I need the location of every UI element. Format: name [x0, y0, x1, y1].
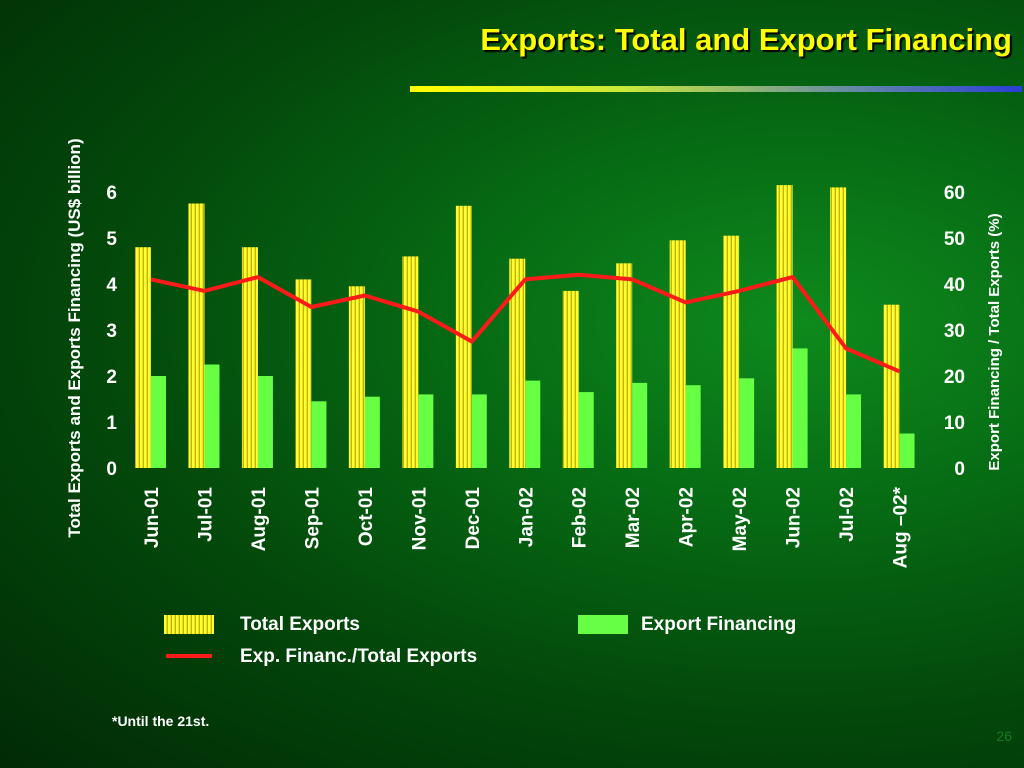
x-tick-label: Jul-02	[837, 487, 858, 542]
bar-export-financing	[151, 376, 166, 468]
bar-export-financing	[899, 433, 915, 468]
y2-axis-label: Export Financing / Total Exports (%)	[986, 213, 1003, 470]
bar-total-exports	[135, 247, 151, 468]
footnote: *Until the 21st.	[112, 713, 210, 729]
x-tick-label: Aug-01	[249, 487, 270, 552]
bar-total-exports	[402, 256, 419, 468]
bar-export-financing	[525, 380, 541, 468]
x-tick-label: Jun-02	[784, 487, 805, 548]
y-tick-label: 2	[106, 367, 117, 388]
x-tick-label: Dec-01	[463, 487, 484, 550]
y-tick-label: 0	[106, 459, 117, 480]
bar-export-financing	[364, 396, 380, 468]
y-tick-label: 6	[106, 183, 117, 204]
bar-export-financing	[578, 392, 594, 468]
bar-export-financing	[471, 394, 487, 468]
bar-total-exports	[830, 187, 847, 468]
page-number: 26	[996, 728, 1012, 744]
bar-total-exports	[776, 185, 793, 468]
x-axis-ticks: Jun-01 Jul-01 Aug-01 Sep-01 Oct-01 Nov-01 Dec-…	[142, 486, 912, 568]
y-tick-label: 1	[106, 413, 117, 434]
y2-tick-label: 40	[944, 275, 965, 296]
bar-export-financing	[632, 382, 648, 468]
bar-total-exports	[723, 235, 740, 468]
y2-tick-label: 50	[944, 229, 965, 250]
bar-total-exports	[348, 286, 365, 468]
x-tick-label: Nov-01	[409, 487, 430, 551]
x-tick-label: Feb-02	[570, 487, 591, 548]
bar-series	[135, 185, 915, 469]
bar-export-financing	[846, 394, 862, 468]
bar-export-financing	[792, 348, 808, 468]
y2-tick-label: 10	[944, 413, 965, 434]
x-tick-label: Jan-02	[516, 487, 537, 547]
bar-total-exports	[616, 263, 633, 468]
legend-swatch-total-exports	[164, 615, 214, 634]
bar-total-exports	[883, 304, 900, 468]
x-tick-label: Jun-01	[142, 487, 163, 549]
ratio-line	[150, 272, 901, 374]
bar-total-exports	[188, 203, 205, 468]
bar-export-financing	[257, 376, 273, 468]
y-axis-label: Total Exports and Exports Financing (US$…	[65, 138, 84, 537]
bar-export-financing	[204, 364, 220, 468]
y2-tick-label: 60	[944, 183, 965, 204]
y-axis-ticks: 0 1 2 3 4 5 6	[106, 183, 117, 480]
legend-label-ratio-line: Exp. Financ./Total Exports	[240, 646, 477, 667]
line-series	[150, 272, 901, 374]
x-tick-label: Aug –02*	[891, 486, 912, 568]
x-tick-label: May-02	[730, 487, 751, 551]
x-tick-label: Jul-01	[195, 487, 216, 542]
slide-title: Exports: Total and Export Financing	[480, 22, 1012, 57]
bar-export-financing	[739, 378, 755, 468]
y2-tick-label: 30	[944, 321, 965, 342]
bar-export-financing	[311, 401, 327, 468]
y-tick-label: 4	[106, 275, 117, 296]
bar-export-financing	[685, 385, 701, 468]
bar-total-exports	[509, 258, 526, 468]
bar-total-exports	[562, 290, 579, 468]
x-tick-label: Sep-01	[302, 487, 323, 550]
y2-axis-ticks: 0 10 20 30 40 50 60	[944, 183, 965, 480]
x-tick-label: Mar-02	[623, 487, 644, 548]
x-tick-label: Apr-02	[677, 487, 698, 547]
legend-label-total-exports: Total Exports	[240, 614, 360, 635]
x-tick-label: Oct-01	[356, 487, 377, 547]
y2-tick-label: 20	[944, 367, 965, 388]
bar-total-exports	[241, 247, 258, 468]
y2-tick-label: 0	[954, 459, 965, 480]
y-tick-label: 5	[106, 229, 117, 250]
legend-swatch-export-financing	[578, 615, 628, 634]
bar-total-exports	[295, 279, 312, 468]
legend: Total Exports Export Financing Exp. Fina…	[164, 614, 796, 667]
legend-label-export-financing: Export Financing	[641, 614, 796, 635]
bar-total-exports	[669, 240, 686, 468]
bar-export-financing	[418, 394, 434, 468]
y-tick-label: 3	[106, 321, 117, 342]
title-underline	[410, 86, 1022, 92]
